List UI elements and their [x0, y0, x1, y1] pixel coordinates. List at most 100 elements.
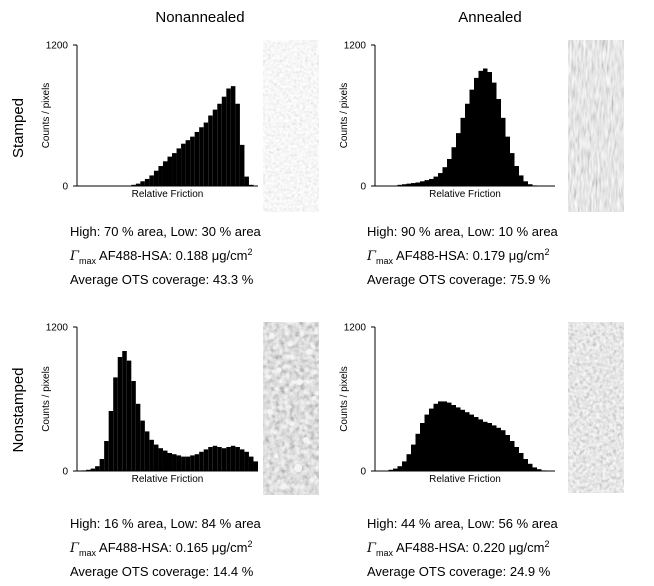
area-caption: High: 16 % area, Low: 84 % area [70, 516, 262, 531]
histogram-bar [217, 447, 222, 471]
y-tick-label: 1200 [344, 323, 367, 334]
histogram-bar [433, 176, 438, 186]
histogram-bar [253, 461, 258, 471]
histogram-bar [397, 184, 402, 186]
histogram-bar [442, 167, 447, 186]
histogram-bar [135, 403, 141, 471]
histogram-bar [474, 417, 479, 471]
histogram-bar [415, 433, 420, 471]
histogram-bar [460, 117, 465, 186]
histogram-bar [451, 405, 456, 471]
histogram-bar [235, 447, 240, 471]
histogram-bar [172, 153, 177, 186]
gamma-symbol: Γ [69, 249, 80, 264]
histogram-bar [181, 456, 186, 471]
histogram-bar [519, 453, 524, 471]
gamma-symbol: Γ [366, 541, 377, 556]
histogram-bar [221, 448, 227, 471]
gamma-subscript: max [79, 548, 97, 558]
histogram-bar [185, 456, 191, 471]
gamma-text: AF488-HSA: 0.165 μg/cm [99, 540, 247, 555]
coverage-caption: Average OTS coverage: 43.3 % [70, 272, 254, 287]
histogram-bar [519, 175, 524, 186]
histogram-bar [90, 468, 96, 471]
x-axis-label: Relative Friction [429, 189, 501, 200]
y-tick-label: 0 [62, 182, 68, 193]
gamma-symbol: Γ [366, 249, 377, 264]
histogram-bar [501, 117, 506, 186]
y-axis-label: Counts / pixels [41, 83, 52, 149]
histogram-bar [442, 401, 447, 471]
histogram-bar [510, 153, 515, 186]
histogram-bar [172, 454, 177, 471]
histogram-bar [226, 447, 231, 471]
histogram-panel: 0 1200 Counts / pixels Relative Friction Hig… [339, 41, 559, 288]
histogram-bar [144, 178, 150, 186]
micrograph-image [568, 40, 624, 212]
micrograph-dots [267, 333, 316, 489]
histogram-bar [528, 463, 533, 471]
histogram-bar [438, 173, 443, 186]
histogram-bar [99, 459, 105, 471]
histogram-bar [528, 184, 533, 186]
gamma-caption: Γmax AF488-HSA: 0.188 μg/cm2 [69, 247, 252, 266]
histogram-bar [388, 469, 393, 471]
histogram-bar [433, 403, 438, 471]
gamma-superscript: 2 [247, 539, 252, 549]
area-caption: High: 90 % area, Low: 10 % area [367, 224, 559, 239]
histogram-bar [162, 161, 168, 186]
coverage-caption: Average OTS coverage: 14.4 % [70, 564, 254, 579]
histogram-bar [456, 133, 461, 186]
histogram-bar [478, 70, 483, 186]
micrograph-image [263, 322, 319, 495]
x-axis-label: Relative Friction [132, 474, 204, 485]
histogram-bar [483, 421, 488, 471]
y-tick-label: 1200 [46, 323, 69, 334]
histogram-bar [104, 441, 109, 471]
area-caption: High: 70 % area, Low: 30 % area [70, 224, 262, 239]
gamma-subscript: max [376, 548, 394, 558]
histogram-bar [248, 184, 254, 186]
row-header: Stamped [10, 98, 27, 158]
histogram-bar [532, 467, 537, 471]
histogram-bar [487, 423, 492, 471]
histogram-bar [420, 181, 425, 186]
histogram-bar [235, 103, 240, 186]
gamma-symbol: Γ [69, 541, 80, 556]
histogram-bar [140, 420, 145, 471]
histogram-bar [176, 148, 182, 186]
gamma-caption: Γmax AF488-HSA: 0.179 μg/cm2 [366, 247, 549, 266]
histogram-bar [203, 122, 209, 186]
x-axis-label: Relative Friction [132, 189, 204, 200]
y-axis-label: Counts / pixels [339, 366, 350, 432]
histogram-bar [194, 131, 200, 186]
histogram-bar [447, 402, 452, 471]
gamma-text: AF488-HSA: 0.179 μg/cm [396, 248, 544, 263]
histogram-bar [456, 407, 461, 471]
histogram-bar [221, 96, 227, 186]
histogram-bar [483, 68, 488, 186]
histogram-bar [217, 103, 222, 186]
histogram-bar [135, 183, 141, 186]
histogram-bar [199, 127, 204, 186]
histogram-bar [153, 170, 159, 186]
histogram-bar [469, 414, 474, 471]
histogram-bar [230, 86, 236, 186]
gamma-superscript: 2 [544, 539, 549, 549]
y-tick-label: 0 [62, 467, 68, 478]
histogram-bar [126, 360, 132, 471]
area-caption: High: 44 % area, Low: 56 % area [367, 516, 559, 531]
coverage-caption: Average OTS coverage: 24.9 % [367, 564, 551, 579]
histogram-bar [248, 456, 254, 471]
y-tick-label: 1200 [46, 41, 69, 52]
histogram-bar [176, 455, 182, 471]
y-axis-label: Counts / pixels [339, 83, 350, 149]
histogram-bar [420, 423, 425, 471]
histogram-bar [411, 183, 416, 186]
y-tick-label: 1200 [344, 41, 367, 52]
gamma-subscript: max [79, 256, 97, 266]
histogram-bar [460, 409, 465, 471]
histogram-bar [487, 72, 492, 186]
histogram-bar [501, 430, 506, 471]
